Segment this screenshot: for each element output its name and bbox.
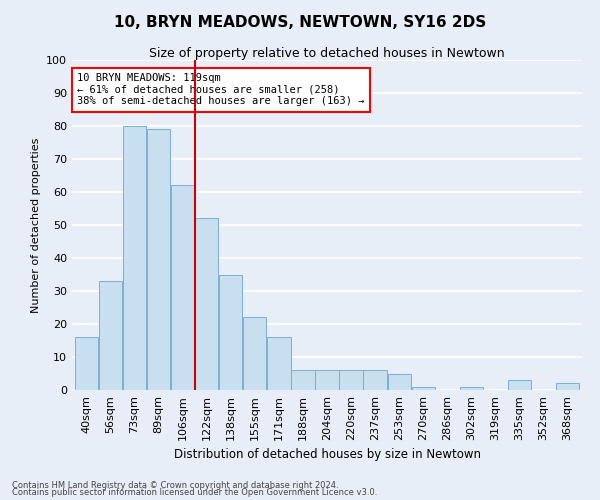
- Bar: [171, 186, 194, 390]
- X-axis label: Distribution of detached houses by size in Newtown: Distribution of detached houses by size …: [173, 448, 481, 461]
- Bar: [508, 380, 531, 390]
- Bar: [75, 337, 98, 390]
- Bar: [556, 384, 579, 390]
- Bar: [364, 370, 387, 390]
- Bar: [219, 274, 242, 390]
- Text: Contains HM Land Registry data © Crown copyright and database right 2024.: Contains HM Land Registry data © Crown c…: [12, 480, 338, 490]
- Bar: [123, 126, 146, 390]
- Bar: [291, 370, 314, 390]
- Bar: [267, 337, 290, 390]
- Bar: [99, 281, 122, 390]
- Bar: [412, 386, 435, 390]
- Text: 10 BRYN MEADOWS: 119sqm
← 61% of detached houses are smaller (258)
38% of semi-d: 10 BRYN MEADOWS: 119sqm ← 61% of detache…: [77, 73, 365, 106]
- Y-axis label: Number of detached properties: Number of detached properties: [31, 138, 41, 312]
- Bar: [388, 374, 411, 390]
- Bar: [340, 370, 363, 390]
- Text: Contains public sector information licensed under the Open Government Licence v3: Contains public sector information licen…: [12, 488, 377, 497]
- Bar: [460, 386, 483, 390]
- Bar: [243, 318, 266, 390]
- Text: 10, BRYN MEADOWS, NEWTOWN, SY16 2DS: 10, BRYN MEADOWS, NEWTOWN, SY16 2DS: [114, 15, 486, 30]
- Bar: [147, 130, 170, 390]
- Bar: [316, 370, 338, 390]
- Title: Size of property relative to detached houses in Newtown: Size of property relative to detached ho…: [149, 47, 505, 60]
- Bar: [195, 218, 218, 390]
